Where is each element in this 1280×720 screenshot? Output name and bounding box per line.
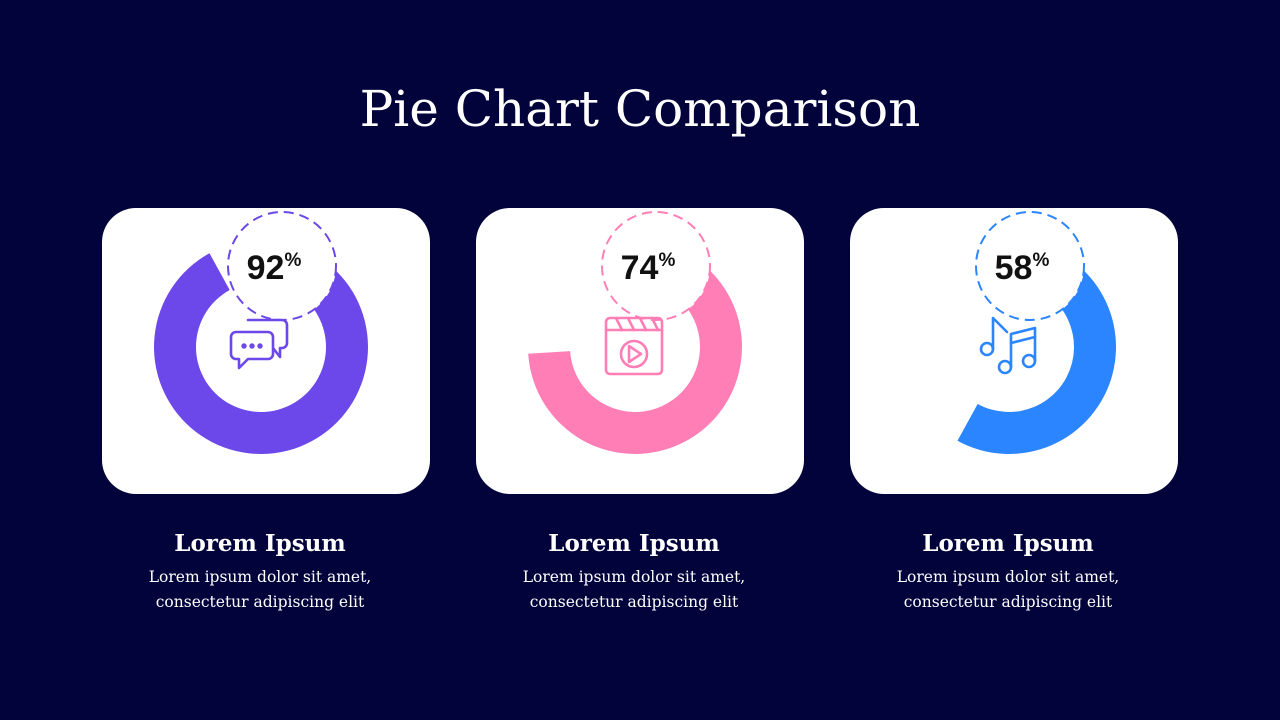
caption-title-3: Lorem Ipsum xyxy=(922,530,1094,557)
donut-chart-1: 92% xyxy=(154,211,368,454)
video-player-icon xyxy=(604,316,664,376)
donut-chart-2: 74% xyxy=(528,211,742,454)
percent-label-3: 58% xyxy=(995,249,1050,287)
caption-2: Lorem Ipsum Lorem ipsum dolor sit amet, c… xyxy=(470,530,798,615)
caption-3: Lorem Ipsum Lorem ipsum dolor sit amet, c… xyxy=(844,530,1172,615)
caption-text-1: Lorem ipsum dolor sit amet, consectetur a… xyxy=(148,568,372,611)
chat-bubbles-icon xyxy=(229,318,289,370)
caption-title-1: Lorem Ipsum xyxy=(174,530,346,557)
percent-label-2: 74% xyxy=(621,249,676,287)
chart-card-2: 74% xyxy=(476,208,804,494)
caption-1: Lorem Ipsum Lorem ipsum dolor sit amet, c… xyxy=(96,530,424,615)
page-title: Pie Chart Comparison xyxy=(359,80,921,138)
caption-text-2: Lorem ipsum dolor sit amet, consectetur a… xyxy=(522,568,746,611)
percent-badge-3 xyxy=(975,211,1085,321)
percent-badge-2 xyxy=(601,211,711,321)
caption-title-2: Lorem Ipsum xyxy=(548,530,720,557)
caption-text-3: Lorem ipsum dolor sit amet, consectetur a… xyxy=(896,568,1120,611)
music-notes-icon xyxy=(979,316,1037,375)
donut-chart-3: 58% xyxy=(957,211,1116,454)
chart-card-3: 58% xyxy=(850,208,1178,494)
chart-card-1: 92% xyxy=(102,208,430,494)
percent-label-1: 92% xyxy=(247,249,302,287)
